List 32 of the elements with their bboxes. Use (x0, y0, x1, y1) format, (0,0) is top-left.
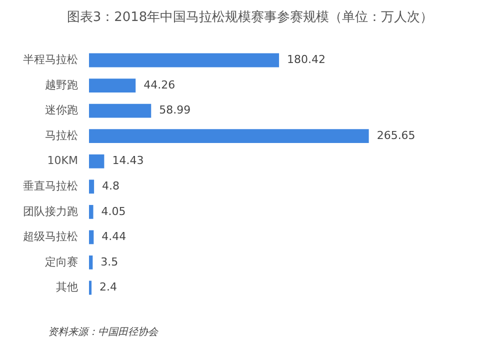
y-tick-label: 马拉松 (45, 128, 78, 142)
bar (89, 129, 369, 144)
y-tick-label: 越野跑 (45, 78, 78, 92)
data-label: 14.43 (112, 154, 144, 168)
y-tick-label: 团队接力跑 (23, 204, 78, 218)
bar (89, 256, 93, 270)
bar (89, 53, 280, 68)
y-tick-label: 超级马拉松 (23, 230, 78, 244)
chart-title: 图表3：2018年中国马拉松规模赛事参赛规模（单位：万人次） (66, 9, 434, 26)
bar (89, 180, 94, 194)
y-tick-label: 垂直马拉松 (23, 180, 78, 192)
y-tick-label: 迷你跑 (45, 104, 78, 117)
bar (89, 78, 136, 92)
bar (89, 154, 104, 168)
data-label: 2.4 (100, 280, 118, 294)
data-label: 3.5 (100, 255, 118, 268)
y-tick-label: 半程马拉松 (23, 53, 78, 66)
bar (89, 280, 92, 295)
data-label: 265.65 (376, 128, 416, 142)
bar (89, 104, 152, 118)
y-tick-label: 定向赛 (45, 255, 78, 268)
y-tick-label: 10KM (47, 154, 78, 168)
bar (89, 230, 94, 244)
data-label: 44.26 (144, 78, 176, 92)
y-tick-label: 其他 (56, 280, 78, 294)
bar (89, 204, 94, 219)
data-label: 4.8 (102, 180, 120, 192)
data-label: 58.99 (159, 104, 191, 117)
data-label: 4.44 (102, 230, 126, 244)
text: 资料来源：中国田径协会 (48, 326, 158, 339)
data-label: 4.05 (101, 204, 126, 218)
data-label: 180.42 (287, 53, 326, 66)
